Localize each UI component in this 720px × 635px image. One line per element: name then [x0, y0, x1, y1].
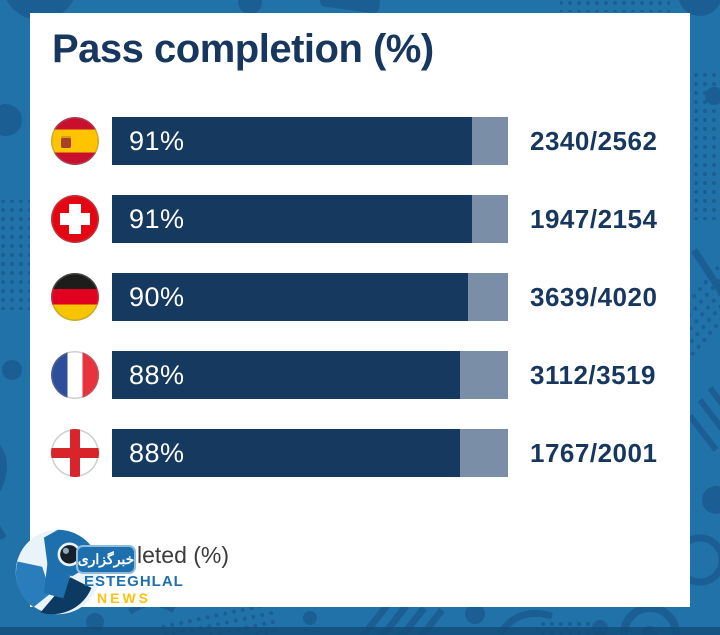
percent-label: 91% — [129, 125, 185, 156]
football-logo-icon — [15, 529, 101, 615]
fraction-label: 1767/2001 — [530, 437, 658, 468]
bar-fill: 88% — [112, 429, 461, 477]
bar-track: 88% — [112, 351, 508, 399]
chart-row-switzerland: 91% 1947/2154 — [51, 195, 671, 243]
fraction-label: 3112/3519 — [530, 359, 656, 390]
legend-text: leted (%) — [137, 542, 230, 568]
watermark-subtitle: NEWS — [97, 590, 151, 606]
bar-fill: 91% — [112, 117, 473, 165]
chart-row-spain: 91% 2340/2562 — [51, 117, 671, 165]
chart-title: Pass completion (%) — [52, 27, 434, 71]
flag-france-icon — [51, 351, 99, 399]
fraction-label: 3639/4020 — [530, 281, 658, 312]
bar-fill: 91% — [112, 195, 473, 243]
bar-chart: 91% 2340/2562 91% 1947/2154 90% 3639/402… — [51, 117, 671, 507]
percent-label: 88% — [129, 437, 185, 468]
bar-track: 90% — [112, 273, 508, 321]
bar-track: 91% — [112, 195, 508, 243]
spain-crest-icon — [61, 136, 71, 148]
chart-row-england: 88% 1767/2001 — [51, 429, 671, 477]
bar-fill: 88% — [112, 351, 461, 399]
chart-card: Pass completion (%) 91% 2340/2562 91% 19… — [30, 13, 690, 607]
bar-fill: 90% — [112, 273, 469, 321]
fraction-label: 1947/2154 — [530, 203, 658, 234]
fraction-label: 2340/2562 — [530, 125, 658, 156]
watermark-title: ESTEGHLAL — [84, 573, 184, 590]
chart-row-germany: 90% 3639/4020 — [51, 273, 671, 321]
percent-label: 88% — [129, 359, 185, 390]
percent-label: 90% — [129, 281, 185, 312]
flag-england-icon — [51, 429, 99, 477]
flag-switzerland-icon — [51, 195, 99, 243]
bar-track: 88% — [112, 429, 508, 477]
chart-row-france: 88% 3112/3519 — [51, 351, 671, 399]
flag-germany-icon — [51, 273, 99, 321]
flag-spain-icon — [51, 117, 99, 165]
percent-label: 91% — [129, 203, 185, 234]
persian-news-badge: خبرگزاری — [76, 545, 136, 574]
bar-track: 91% — [112, 117, 508, 165]
